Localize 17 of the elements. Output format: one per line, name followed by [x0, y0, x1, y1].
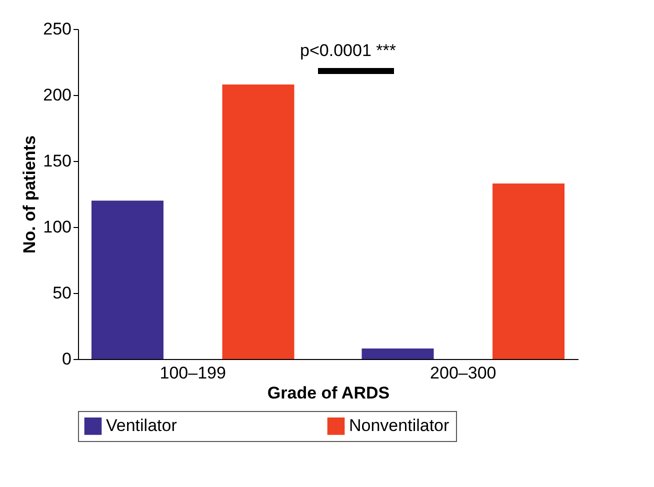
y-axis-title: No. of patients: [20, 135, 40, 254]
legend-label: Nonventilator: [349, 416, 450, 436]
annotation: p<0.0001 ***: [300, 41, 396, 60]
y-tick-label: 150: [43, 152, 72, 170]
y-tick-label: 200: [43, 86, 72, 104]
x-tick-label: 100–199: [160, 364, 226, 382]
bar: [362, 348, 434, 359]
y-tick-label: 50: [52, 284, 72, 302]
bar: [91, 200, 164, 359]
x-tick-label: 200–300: [430, 364, 496, 382]
x-axis-title: Grade of ARDS: [267, 384, 390, 402]
legend-label: Ventilator: [106, 416, 178, 436]
bar: [222, 84, 294, 359]
y-tick-label: 250: [43, 20, 72, 38]
y-tick-label: 0: [62, 350, 72, 368]
bar: [492, 183, 565, 359]
y-tick-label: 100: [43, 218, 72, 236]
